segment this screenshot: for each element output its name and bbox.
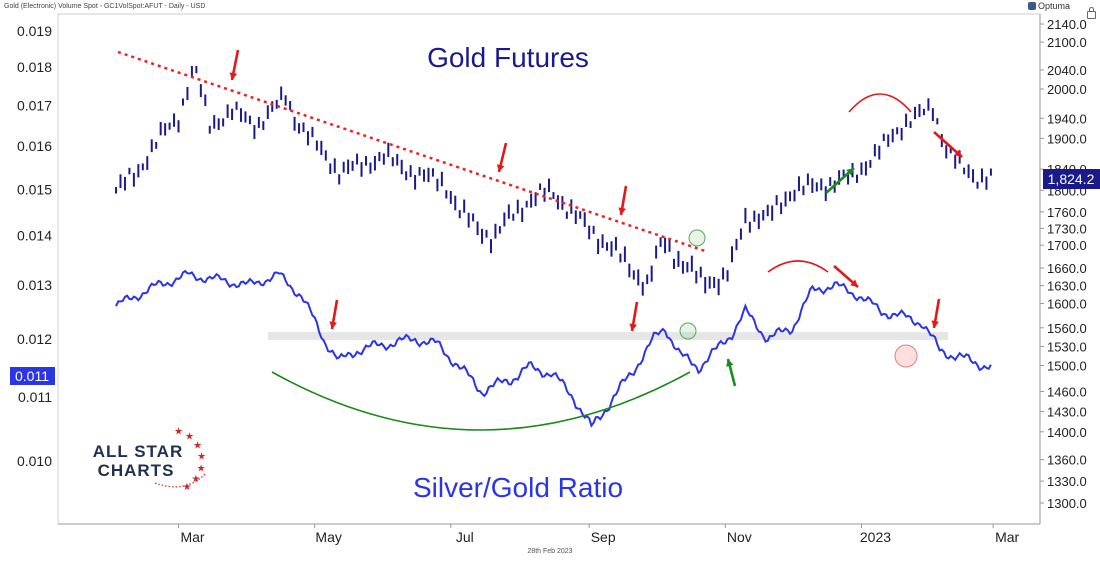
silver-gold-ratio-title: Silver/Gold Ratio xyxy=(413,472,623,503)
red-arrow-head xyxy=(329,321,337,329)
right-tick-label: 2040.0 xyxy=(1047,63,1087,78)
brand-star-icon: ★ xyxy=(191,474,200,485)
x-tick-label: Mar xyxy=(995,529,1019,545)
red-arrow-head xyxy=(618,207,626,215)
right-tick-label: 1430.0 xyxy=(1047,404,1087,419)
left-tick-label: 0.019 xyxy=(17,23,52,39)
right-tick-label: 1330.0 xyxy=(1047,474,1087,489)
right-tick-label: 1700.0 xyxy=(1047,238,1087,253)
ratio-breakout-circle xyxy=(679,322,697,340)
brand-dotted-arc xyxy=(154,473,206,488)
right-tick-label: 1560.0 xyxy=(1047,321,1087,336)
x-tick-label: Nov xyxy=(727,529,752,545)
brand-star-icon: ★ xyxy=(197,463,206,474)
right-tick-label: 1630.0 xyxy=(1047,279,1087,294)
x-tick-label: Mar xyxy=(180,529,204,545)
brand-star-icon: ★ xyxy=(174,427,183,438)
green-arrow-head xyxy=(846,168,854,176)
rounding-bottom-arc xyxy=(271,371,691,431)
x-tick-label: 2023 xyxy=(860,529,891,545)
right-tick-label: 1900.0 xyxy=(1047,131,1087,146)
lock-icon[interactable] xyxy=(1087,7,1096,19)
ratio-last-value-box xyxy=(10,367,55,385)
red-arrow-head xyxy=(229,72,238,80)
right-tick-label: 1730.0 xyxy=(1047,221,1087,236)
ratio-breakdown-circle xyxy=(894,344,918,368)
left-tick-label: 0.012 xyxy=(17,331,52,347)
gold-series-bars xyxy=(115,65,992,296)
gold-last-price-box xyxy=(1043,169,1100,189)
ratio-top-arc xyxy=(767,260,829,273)
brand-star-icon: ★ xyxy=(197,452,206,463)
right-tick-label: 1360.0 xyxy=(1047,453,1087,468)
optuma-icon xyxy=(1027,2,1036,10)
instrument-header: Gold (Electronic) Volume Spot - GC1VolSp… xyxy=(4,3,206,10)
left-tick-label: 0.015 xyxy=(17,181,52,197)
red-arrow-head xyxy=(850,279,858,287)
footer-date: 28th Feb 2023 xyxy=(527,548,573,555)
ratio-series-line xyxy=(115,269,992,428)
gold-breakout-circle xyxy=(688,229,706,247)
right-tick-label: 1460.0 xyxy=(1047,384,1087,399)
left-tick-label: 0.014 xyxy=(17,228,52,244)
left-tick-label: 0.011 xyxy=(18,389,52,405)
green-arrow-head xyxy=(726,359,734,367)
brand-star-icon: ★ xyxy=(185,432,194,443)
right-tick-label: 1760.0 xyxy=(1047,205,1087,220)
left-tick-label: 0.016 xyxy=(17,138,52,154)
red-arrow-head xyxy=(954,149,962,157)
gold-downtrend-line xyxy=(117,50,709,254)
x-tick-label: May xyxy=(315,529,341,545)
plot-frame xyxy=(57,13,1041,525)
brand-text-line1: ALL STAR xyxy=(93,442,183,461)
provider-name: Optuma xyxy=(1037,1,1070,11)
brand-star-icon: ★ xyxy=(193,440,202,451)
support-band xyxy=(268,332,948,341)
x-tick-label: Sep xyxy=(591,529,616,545)
left-tick-label: 0.013 xyxy=(17,277,52,293)
right-tick-label: 2140.0 xyxy=(1047,17,1087,32)
red-arrow-head xyxy=(931,320,939,328)
right-tick-label: 2100.0 xyxy=(1047,35,1087,50)
right-tick-label: 1600.0 xyxy=(1047,296,1087,311)
provider-logo: Optuma xyxy=(1027,1,1070,11)
right-tick-label: 1530.0 xyxy=(1047,339,1087,354)
brand-star-icon: ★ xyxy=(182,482,191,493)
right-tick-label: 1400.0 xyxy=(1047,425,1087,440)
gold-last-price-label: 1,824.2 xyxy=(1048,171,1095,187)
right-tick-label: 2000.0 xyxy=(1047,82,1087,97)
left-tick-label: 0.017 xyxy=(17,98,52,114)
right-tick-label: 1500.0 xyxy=(1047,358,1087,373)
gold-futures-title: Gold Futures xyxy=(427,42,589,73)
ratio-last-value-label: 0.011 xyxy=(15,368,49,384)
red-arrow-head xyxy=(629,323,637,331)
left-tick-label: 0.010 xyxy=(17,453,52,469)
right-tick-label: 1940.0 xyxy=(1047,111,1087,126)
right-tick-label: 1660.0 xyxy=(1047,261,1087,276)
gold-top-arc xyxy=(848,93,912,113)
x-tick-label: Jul xyxy=(456,529,474,545)
brand-text-line2: CHARTS xyxy=(98,461,175,480)
left-tick-label: 0.018 xyxy=(17,59,52,75)
red-arrow-head xyxy=(496,164,505,172)
right-tick-label: 1300.0 xyxy=(1047,496,1087,511)
